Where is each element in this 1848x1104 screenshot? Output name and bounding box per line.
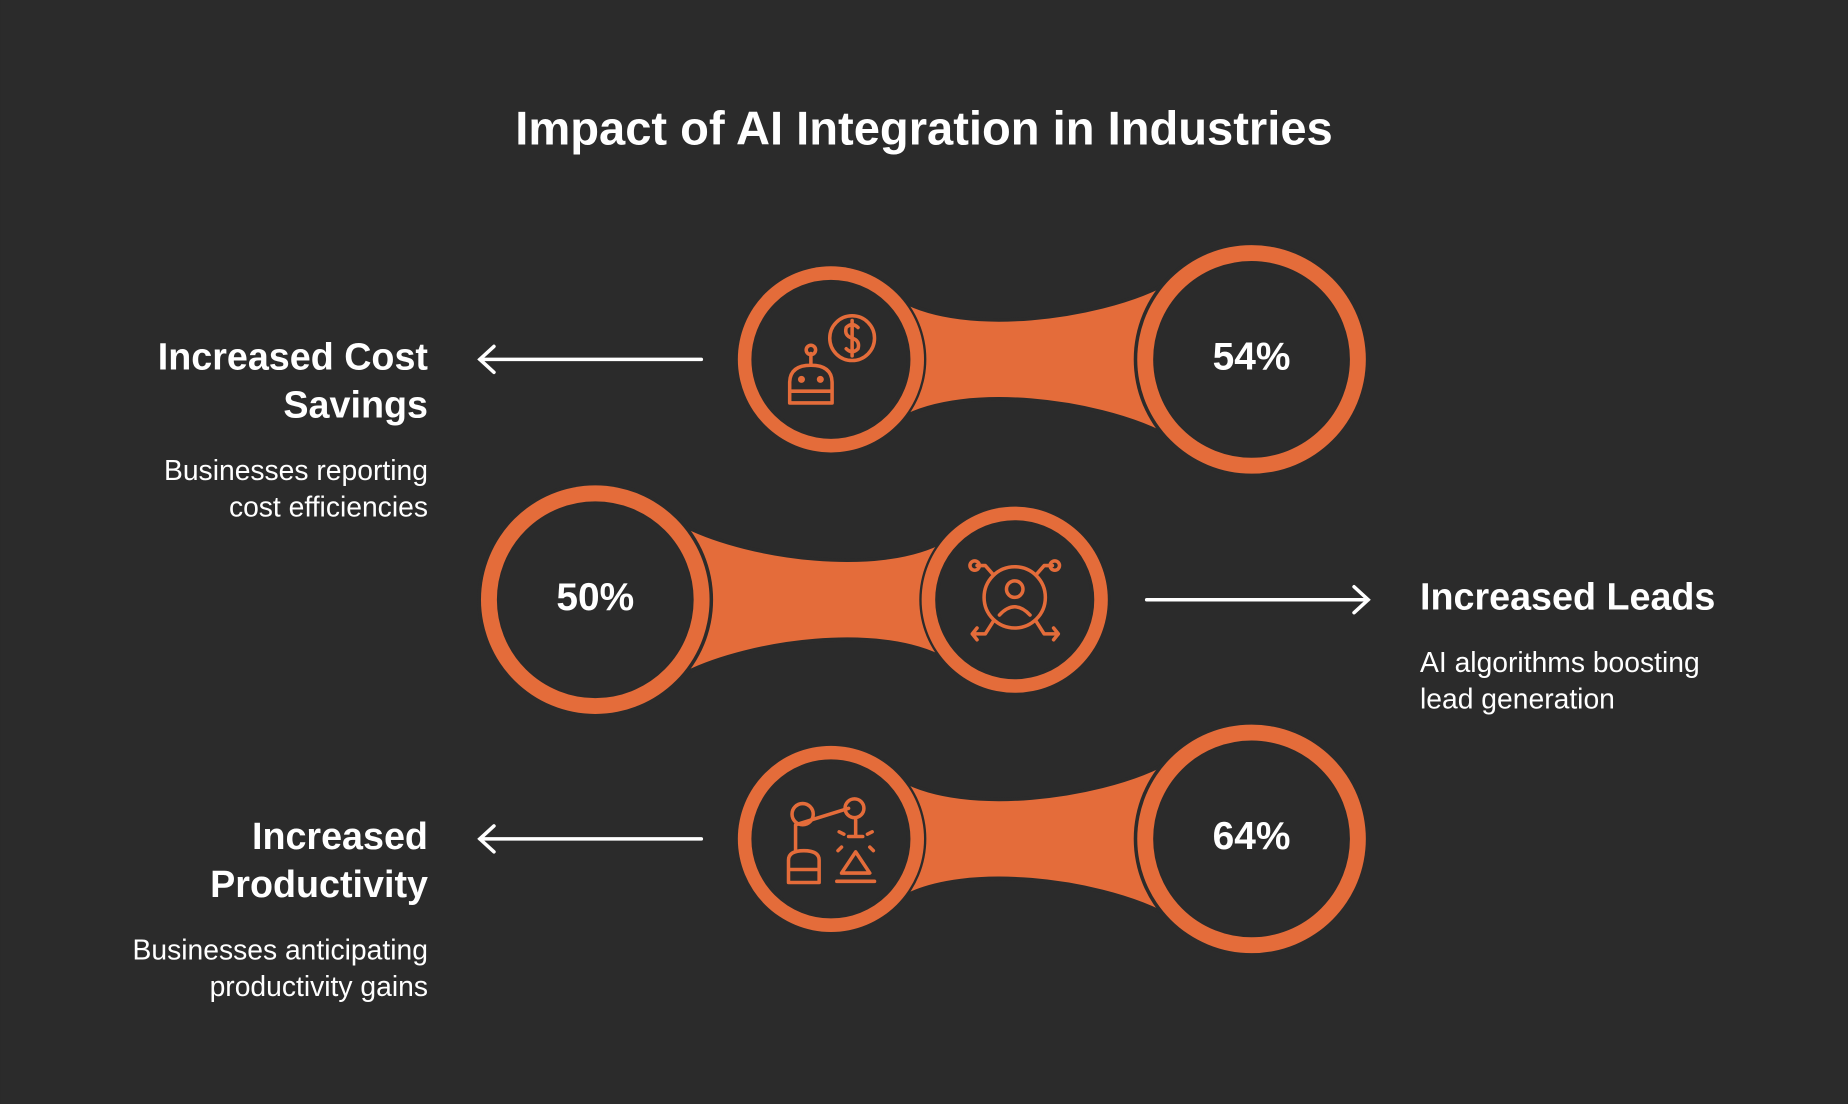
icon-part: [982, 564, 1048, 630]
icon-ring: [751, 279, 911, 439]
item: 54% Increased Cost Savings Businesses repor…: [158, 241, 1370, 522]
item-description: Businesses anticipating: [133, 933, 428, 965]
value: 50%: [556, 576, 634, 619]
icon-ring: [935, 520, 1095, 680]
item-description: Businesses reporting: [164, 454, 428, 486]
item: 50% Increased Leads AI algorithms boosting…: [477, 481, 1715, 718]
arrow: [477, 824, 704, 854]
item-title: Savings: [283, 384, 428, 426]
icon-part: [804, 343, 818, 357]
value: 64%: [1213, 815, 1291, 858]
icon: [968, 559, 1062, 642]
item-title: Increased Leads: [1420, 576, 1715, 618]
item-title: Increased Cost: [158, 335, 429, 377]
value-ring: [496, 501, 694, 699]
icon: [787, 313, 877, 405]
arrow: [1144, 584, 1371, 615]
icon-part: [997, 605, 1032, 617]
item-description: lead generation: [1420, 683, 1615, 715]
arrow: [477, 344, 704, 375]
item-description: cost efficiencies: [229, 490, 428, 522]
item-description: productivity gains: [210, 970, 428, 1002]
icon-part: [797, 375, 805, 383]
item-description: AI algorithms boosting: [1420, 646, 1700, 678]
icon-part: [816, 375, 824, 383]
item-title: Increased: [252, 815, 428, 857]
value-ring: [1153, 740, 1350, 938]
icon-part: [835, 830, 877, 884]
value: 54%: [1213, 336, 1291, 379]
icon-part: [843, 797, 866, 820]
item: 64% Increased Productivity Businesses antic…: [133, 721, 1370, 1002]
value-ring: [1153, 260, 1350, 458]
icon-part: [1004, 579, 1025, 600]
icon-part: [968, 559, 982, 573]
title: Impact of AI Integration in Industries: [515, 101, 1332, 154]
item-title: Productivity: [210, 863, 428, 905]
icon-part: [790, 801, 816, 827]
icon-ring: [751, 759, 911, 919]
icon-part: [970, 563, 1061, 642]
icon-part: [1048, 559, 1062, 573]
icon-part: [827, 313, 877, 363]
icon: [786, 797, 877, 885]
icon-part: [786, 806, 865, 885]
icon-part: [843, 318, 861, 358]
